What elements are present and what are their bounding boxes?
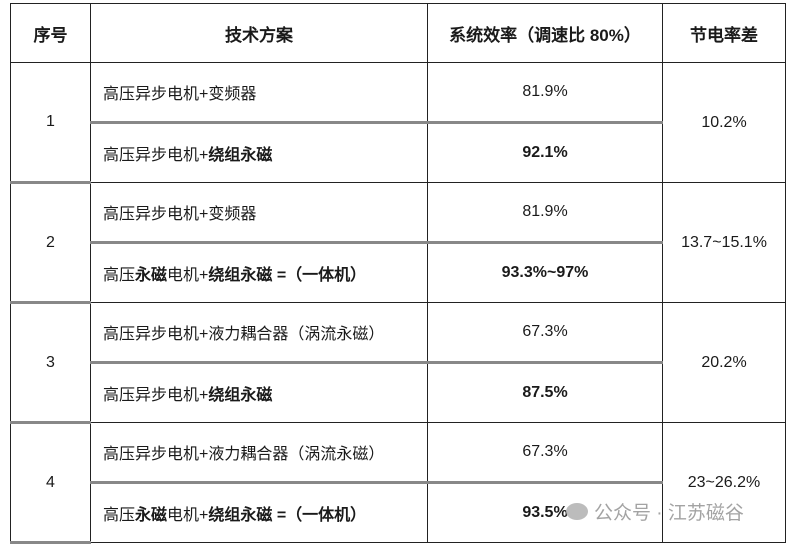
comparison-table: 序号 技术方案 系统效率（调速比 80%） 节电率差 1 高压异步电机+变频器 81… [10, 3, 786, 544]
efficiency-cell: 87.5% [427, 362, 663, 423]
plan-text: 高压异步电机+变频器 [103, 86, 257, 103]
plan-cell: 高压异步电机+液力耦合器（涡流永磁） [90, 422, 428, 484]
header-no: 序号 [10, 3, 91, 63]
table-row: 高压永磁电机+绕组永磁 =（一体机） 93.5% [11, 482, 786, 543]
plan-cell: 高压异步电机+液力耦合器（涡流永磁） [90, 302, 428, 364]
watermark-text: 公众号 · 江苏磁谷 [594, 503, 744, 524]
header-saving-diff: 节电率差 [662, 3, 786, 63]
saving-diff-cell: 20.2% [662, 302, 786, 423]
plan-text: 永磁 [135, 267, 168, 284]
table-row: 高压永磁电机+绕组永磁 =（一体机） 93.3%~97% [11, 242, 786, 303]
watermark: 公众号 · 江苏磁谷 [566, 498, 744, 525]
plan-text: 绕组永磁 =（一体机） [208, 507, 367, 524]
table-row: 高压异步电机+绕组永磁 87.5% [11, 362, 786, 423]
plan-text: 高压异步电机+变频器 [103, 206, 257, 223]
saving-diff-cell: 23~26.2% [662, 422, 786, 543]
header-plan: 技术方案 [90, 3, 428, 63]
saving-diff-cell: 13.7~15.1% [662, 182, 786, 303]
plan-cell: 高压异步电机+变频器 [90, 62, 428, 124]
efficiency-cell: 93.5% [427, 482, 663, 543]
plan-cell: 高压异步电机+变频器 [90, 182, 428, 244]
plan-text: 永磁 [135, 507, 168, 524]
plan-text: 高压 [103, 507, 136, 524]
row-number: 3 [10, 302, 91, 424]
plan-cell: 高压异步电机+绕组永磁 [90, 122, 428, 183]
plan-text: 高压异步电机+液力耦合器（涡流永磁） [103, 446, 385, 463]
wechat-icon [566, 503, 588, 520]
efficiency-cell: 81.9% [427, 182, 663, 244]
table-row: 高压异步电机+绕组永磁 92.1% [11, 122, 786, 183]
plan-text: 高压异步电机+液力耦合器（涡流永磁） [103, 326, 385, 343]
row-number: 2 [10, 182, 91, 304]
plan-cell: 高压永磁电机+绕组永磁 =（一体机） [90, 242, 428, 303]
plan-text: 高压 [103, 267, 136, 284]
plan-text: 绕组永磁 [208, 147, 273, 164]
header-efficiency: 系统效率（调速比 80%） [427, 3, 663, 63]
header-row: 序号 技术方案 系统效率（调速比 80%） 节电率差 [10, 3, 786, 63]
table-row: 4 高压异步电机+液力耦合器（涡流永磁） 67.3% 23~26.2% [10, 422, 786, 544]
table-row: 1 高压异步电机+变频器 81.9% 10.2% [10, 62, 786, 184]
table-row: 2 高压异步电机+变频器 81.9% 13.7~15.1% [10, 182, 786, 304]
saving-diff-cell: 10.2% [662, 62, 786, 183]
plan-text: 高压异步电机+ [103, 387, 209, 404]
efficiency-cell: 67.3% [427, 302, 663, 364]
row-number: 1 [10, 62, 91, 184]
plan-text: 绕组永磁 =（一体机） [208, 267, 367, 284]
plan-text: 电机+ [167, 507, 209, 524]
plan-text: 电机+ [167, 267, 209, 284]
table-row: 3 高压异步电机+液力耦合器（涡流永磁） 67.3% 20.2% [10, 302, 786, 424]
plan-cell: 高压永磁电机+绕组永磁 =（一体机） [90, 482, 428, 543]
efficiency-cell: 93.3%~97% [427, 242, 663, 303]
efficiency-cell: 92.1% [427, 122, 663, 183]
efficiency-cell: 81.9% [427, 62, 663, 124]
plan-text: 高压异步电机+ [103, 147, 209, 164]
row-number: 4 [10, 422, 91, 544]
plan-cell: 高压异步电机+绕组永磁 [90, 362, 428, 423]
efficiency-cell: 67.3% [427, 422, 663, 484]
plan-text: 绕组永磁 [208, 387, 273, 404]
